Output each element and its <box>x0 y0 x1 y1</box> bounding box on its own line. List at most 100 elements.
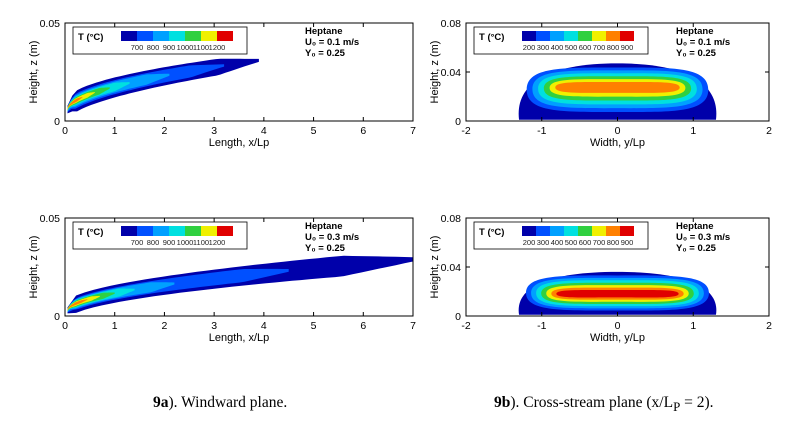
colorbar-label: 200 <box>523 43 536 52</box>
colorbar-label: 600 <box>579 238 592 247</box>
info-fuel: Heptane <box>305 221 342 232</box>
x-tick-label: 2 <box>162 125 168 137</box>
colorbar-swatch <box>153 31 169 41</box>
colorbar-label: 400 <box>551 238 564 247</box>
colorbar-swatch <box>121 31 137 41</box>
x-tick-label: 4 <box>261 125 267 137</box>
caption-b: 9b). Cross-stream plane (x/LP = 2). <box>494 394 714 415</box>
plume-contour-level <box>67 282 175 312</box>
colorbar-label: 300 <box>537 238 550 247</box>
dome-contour-level <box>556 289 679 298</box>
info-fraction: Y₀ = 0.25 <box>305 243 346 254</box>
colorbar-swatch <box>578 31 592 41</box>
y-tick-label: 0.04 <box>441 67 462 79</box>
info-fraction: Y₀ = 0.25 <box>305 48 346 59</box>
info-velocity: U₀ = 0.1 m/s <box>305 37 359 48</box>
colorbar-swatch <box>564 226 578 236</box>
colorbar-swatch <box>606 226 620 236</box>
plume-contour-level <box>67 92 95 111</box>
plot-frame <box>64 22 414 122</box>
x-tick-label: 5 <box>311 320 317 332</box>
colorbar-label: 1000 <box>177 43 194 52</box>
chart-panel-b1: -2 -1 0 1 2 0 0.04 0.08 Width, y/Lp Height, z (m)… <box>429 18 772 149</box>
plume-contour-level <box>67 295 100 311</box>
x-tick-label: 1 <box>690 320 696 332</box>
plume-contour-level <box>67 82 130 111</box>
plot-area <box>518 271 717 315</box>
colorbar-label: 900 <box>621 43 634 52</box>
x-tick-label: -1 <box>537 125 546 137</box>
x-tick-label: 1 <box>690 125 696 137</box>
colorbar-swatch <box>550 31 564 41</box>
x-tick-label: 3 <box>211 320 217 332</box>
colorbar-label: 700 <box>593 43 606 52</box>
legend-title: T (°C) <box>479 32 504 43</box>
info-velocity: U₀ = 0.1 m/s <box>676 37 730 48</box>
x-tick-label: 7 <box>410 125 416 137</box>
x-tick-label: 0 <box>62 320 68 332</box>
chart-panel-b2: -2 -1 0 1 2 0 0.04 0.08 Width, y/Lp Height, z (m)… <box>429 213 772 344</box>
colorbar-label: 900 <box>163 43 176 52</box>
colorbar-swatch <box>522 31 536 41</box>
colorbar-label: 800 <box>607 238 620 247</box>
plume-contour-level <box>67 96 83 110</box>
plot-area <box>67 255 413 314</box>
y-tick-label: 0 <box>54 116 60 128</box>
plume-contour-outer <box>67 58 259 114</box>
colorbar-swatch <box>522 226 536 236</box>
plume-contour-level <box>67 292 115 312</box>
y-axis-label: Height, z (m) <box>429 41 441 104</box>
plot-area <box>67 58 259 114</box>
colorbar-swatch <box>620 31 634 41</box>
y-tick-label: 0 <box>455 311 461 323</box>
plume-contour-level <box>67 288 135 312</box>
plume-contour-level <box>67 299 88 311</box>
colorbar-label: 500 <box>565 238 578 247</box>
x-tick-label: 4 <box>261 320 267 332</box>
x-tick-label: 2 <box>766 125 772 137</box>
colorbar-swatch <box>121 226 137 236</box>
colorbar-label: 800 <box>147 238 160 247</box>
colorbar-swatch <box>578 226 592 236</box>
dome-contour-level <box>555 81 680 93</box>
info-fuel: Heptane <box>676 26 713 37</box>
y-tick-label: 0.04 <box>441 262 462 274</box>
x-tick-label: -1 <box>537 320 546 332</box>
x-tick-label: 0 <box>62 125 68 137</box>
info-velocity: U₀ = 0.3 m/s <box>305 232 359 243</box>
colorbar-swatch <box>217 226 233 236</box>
legend-title: T (°C) <box>78 227 103 238</box>
plot-frame <box>64 217 414 317</box>
colorbar-label: 900 <box>163 238 176 247</box>
y-axis-label: Height, z (m) <box>429 236 441 299</box>
x-axis-label: Length, x/Lp <box>209 332 270 344</box>
chart-panel-a1: 0 1 2 3 4 5 6 7 0 0.05 Length, x/Lp Height, z (m) T … <box>28 18 416 149</box>
plume-contour-level <box>67 73 170 112</box>
colorbar-label: 500 <box>565 43 578 52</box>
colorbar-swatch <box>137 226 153 236</box>
colorbar-label: 400 <box>551 43 564 52</box>
plume-contour-level <box>67 87 110 111</box>
x-tick-label: 0 <box>615 320 621 332</box>
colorbar-label: 600 <box>579 43 592 52</box>
info-fuel: Heptane <box>676 221 713 232</box>
colorbar-label: 700 <box>131 43 144 52</box>
x-axis-label: Width, y/Lp <box>590 137 645 149</box>
chart-panel-a2: 0 1 2 3 4 5 6 7 0 0.05 Length, x/Lp Height, z (m) T … <box>28 213 416 344</box>
colorbar-label: 1100 <box>193 238 209 247</box>
x-axis-label: Width, y/Lp <box>590 332 645 344</box>
colorbar-label: 700 <box>131 238 144 247</box>
colorbar-label: 700 <box>593 238 606 247</box>
colorbar-swatch <box>217 31 233 41</box>
colorbar-label: 200 <box>523 238 536 247</box>
colorbar-swatch <box>185 226 201 236</box>
colorbar-swatch <box>201 226 217 236</box>
colorbar-label: 1100 <box>193 43 209 52</box>
colorbar-swatch <box>592 226 606 236</box>
x-tick-label: 1 <box>112 125 118 137</box>
colorbar-swatch <box>137 31 153 41</box>
x-tick-label: 6 <box>360 125 366 137</box>
x-tick-label: 2 <box>766 320 772 332</box>
colorbar-swatch <box>185 31 201 41</box>
x-tick-label: 1 <box>112 320 118 332</box>
